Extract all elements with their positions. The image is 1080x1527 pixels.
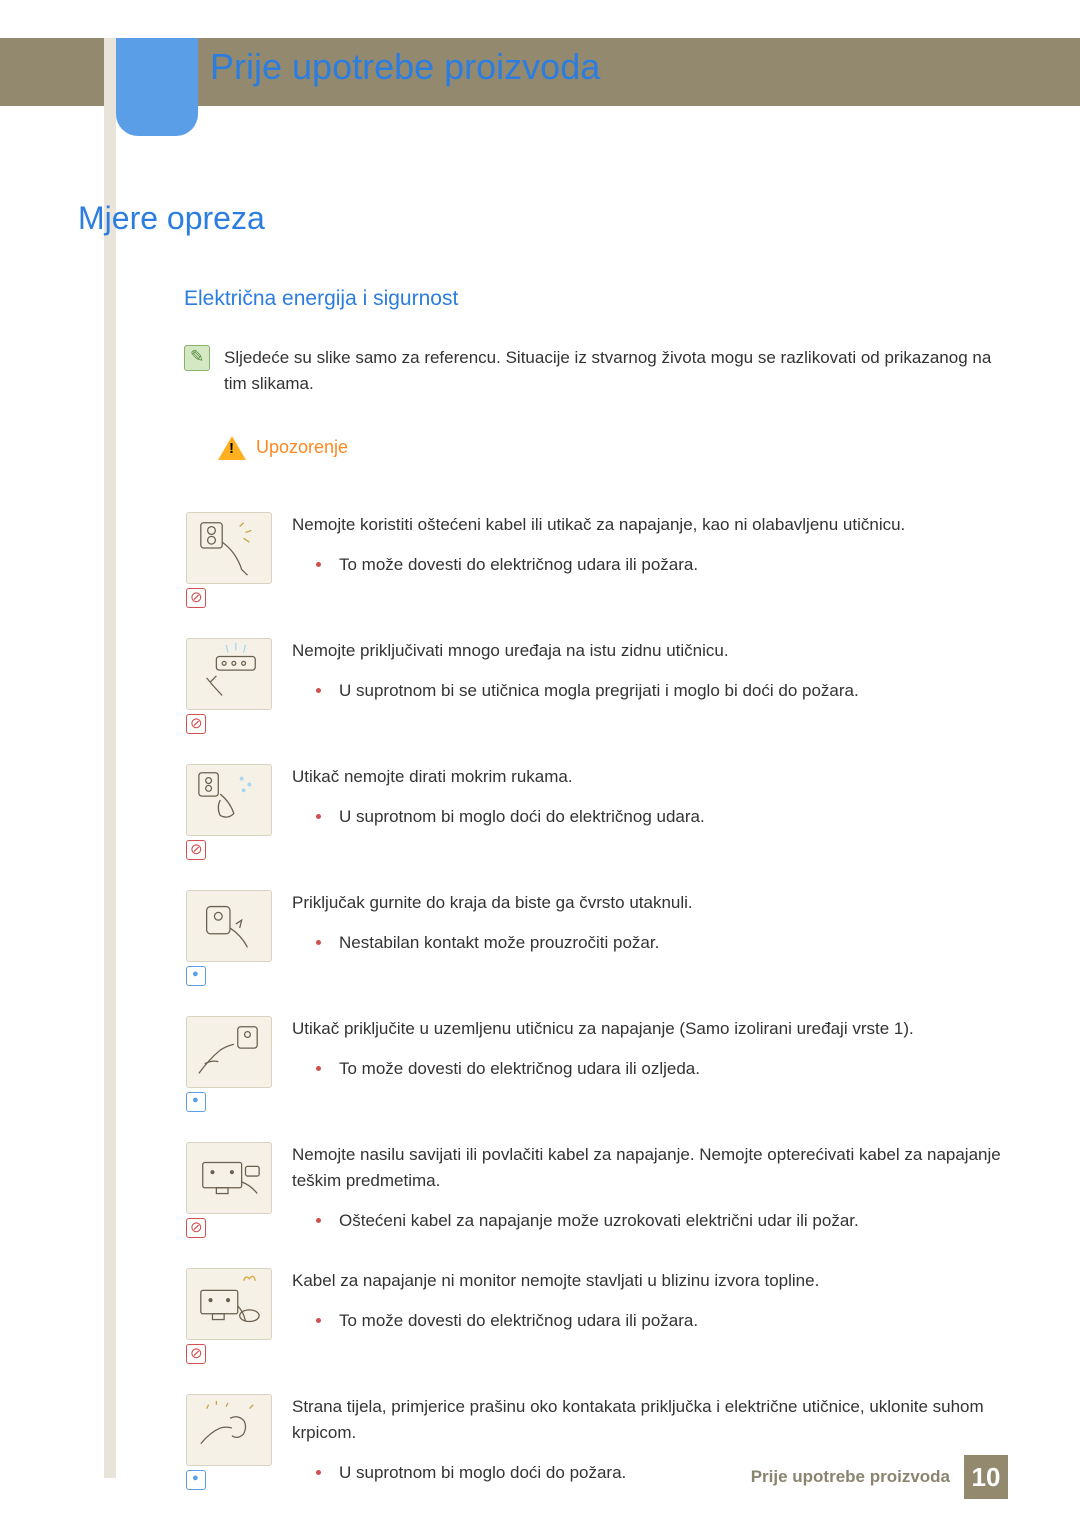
item-text: Nemojte koristiti oštećeni kabel ili uti… bbox=[292, 512, 1008, 579]
bullet-dot bbox=[316, 814, 321, 819]
item-main: Utikač nemojte dirati mokrim rukama. bbox=[292, 764, 1008, 790]
item-text: Utikač nemojte dirati mokrim rukama. U s… bbox=[292, 764, 1008, 831]
illustration bbox=[186, 638, 272, 710]
bullet-text: Oštećeni kabel za napajanje može uzrokov… bbox=[339, 1208, 859, 1234]
prohibit-icon bbox=[186, 588, 206, 608]
footer-text: Prije upotrebe proizvoda bbox=[751, 1467, 950, 1487]
bullet-row: U suprotnom bi moglo doći do električnog… bbox=[292, 804, 1008, 830]
bullet-text: U suprotnom bi moglo doći do požara. bbox=[339, 1460, 626, 1486]
illustration bbox=[186, 1268, 272, 1340]
item-main: Nemojte priključivati mnogo uređaja na i… bbox=[292, 638, 1008, 664]
item-main: Strana tijela, primjerice prašinu oko ko… bbox=[292, 1394, 1008, 1447]
illustration bbox=[186, 1394, 272, 1466]
bullet-text: To može dovesti do električnog udara ili… bbox=[339, 552, 698, 578]
item-text: Nemojte nasilu savijati ili povlačiti ka… bbox=[292, 1142, 1008, 1235]
illustration-wrap bbox=[186, 764, 272, 860]
item-text: Kabel za napajanje ni monitor nemojte st… bbox=[292, 1268, 1008, 1335]
item-main: Nemojte nasilu savijati ili povlačiti ka… bbox=[292, 1142, 1008, 1195]
safety-item: Nemojte nasilu savijati ili povlačiti ka… bbox=[186, 1142, 1008, 1238]
safety-item: Nemojte koristiti oštećeni kabel ili uti… bbox=[186, 512, 1008, 608]
bullet-row: To može dovesti do električnog udara ili… bbox=[292, 1308, 1008, 1334]
bullet-dot bbox=[316, 1218, 321, 1223]
illustration-wrap bbox=[186, 1142, 272, 1238]
safety-item: Priključak gurnite do kraja da biste ga … bbox=[186, 890, 1008, 986]
illustration-wrap bbox=[186, 638, 272, 734]
illustration bbox=[186, 1142, 272, 1214]
item-main: Nemojte koristiti oštećeni kabel ili uti… bbox=[292, 512, 1008, 538]
item-text: Nemojte priključivati mnogo uređaja na i… bbox=[292, 638, 1008, 705]
bullet-text: U suprotnom bi se utičnica mogla pregrij… bbox=[339, 678, 859, 704]
illustration bbox=[186, 764, 272, 836]
bullet-dot bbox=[316, 1318, 321, 1323]
bullet-text: Nestabilan kontakt može prouzročiti poža… bbox=[339, 930, 659, 956]
bullet-text: To može dovesti do električnog udara ili… bbox=[339, 1056, 700, 1082]
warning-label: Upozorenje bbox=[256, 437, 348, 458]
ok-icon bbox=[186, 1470, 206, 1490]
prohibit-icon bbox=[186, 1218, 206, 1238]
warning-row: Upozorenje bbox=[218, 436, 1008, 460]
item-text: Utikač priključite u uzemljenu utičnicu … bbox=[292, 1016, 1008, 1083]
illustration-wrap bbox=[186, 512, 272, 608]
safety-item: Utikač nemojte dirati mokrim rukama. U s… bbox=[186, 764, 1008, 860]
page-number: 10 bbox=[964, 1455, 1008, 1499]
item-text: Priključak gurnite do kraja da biste ga … bbox=[292, 890, 1008, 957]
illustration bbox=[186, 1016, 272, 1088]
bullet-row: U suprotnom bi se utičnica mogla pregrij… bbox=[292, 678, 1008, 704]
safety-item: Nemojte priključivati mnogo uređaja na i… bbox=[186, 638, 1008, 734]
content-area: Mjere opreza Električna energija i sigur… bbox=[78, 200, 1008, 1520]
ok-icon bbox=[186, 1092, 206, 1112]
chapter-tab bbox=[116, 38, 198, 136]
illustration bbox=[186, 512, 272, 584]
note-icon bbox=[184, 345, 210, 371]
warning-icon bbox=[218, 436, 246, 460]
item-main: Priključak gurnite do kraja da biste ga … bbox=[292, 890, 1008, 916]
bullet-dot bbox=[316, 1066, 321, 1071]
bullet-row: To može dovesti do električnog udara ili… bbox=[292, 1056, 1008, 1082]
prohibit-icon bbox=[186, 840, 206, 860]
bullet-dot bbox=[316, 688, 321, 693]
illustration-wrap bbox=[186, 890, 272, 986]
note-row: Sljedeće su slike samo za referencu. Sit… bbox=[184, 345, 1008, 398]
bullet-row: Oštećeni kabel za napajanje može uzrokov… bbox=[292, 1208, 1008, 1234]
chapter-title: Prije upotrebe proizvoda bbox=[210, 46, 600, 88]
illustration bbox=[186, 890, 272, 962]
illustration-wrap bbox=[186, 1016, 272, 1112]
bullet-dot bbox=[316, 940, 321, 945]
ok-icon bbox=[186, 966, 206, 986]
section-heading: Mjere opreza bbox=[78, 200, 1008, 237]
bullet-row: Nestabilan kontakt može prouzročiti poža… bbox=[292, 930, 1008, 956]
prohibit-icon bbox=[186, 1344, 206, 1364]
note-text: Sljedeće su slike samo za referencu. Sit… bbox=[224, 345, 1008, 398]
illustration-wrap bbox=[186, 1268, 272, 1364]
bullet-row: To može dovesti do električnog udara ili… bbox=[292, 552, 1008, 578]
footer: Prije upotrebe proizvoda 10 bbox=[751, 1455, 1008, 1499]
bullet-dot bbox=[316, 1470, 321, 1475]
bullet-text: To može dovesti do električnog udara ili… bbox=[339, 1308, 698, 1334]
illustration-wrap bbox=[186, 1394, 272, 1490]
prohibit-icon bbox=[186, 714, 206, 734]
bullet-dot bbox=[316, 562, 321, 567]
safety-item: Utikač priključite u uzemljenu utičnicu … bbox=[186, 1016, 1008, 1112]
safety-item: Kabel za napajanje ni monitor nemojte st… bbox=[186, 1268, 1008, 1364]
item-main: Kabel za napajanje ni monitor nemojte st… bbox=[292, 1268, 1008, 1294]
subsection-heading: Električna energija i sigurnost bbox=[184, 287, 1008, 311]
bullet-text: U suprotnom bi moglo doći do električnog… bbox=[339, 804, 705, 830]
item-main: Utikač priključite u uzemljenu utičnicu … bbox=[292, 1016, 1008, 1042]
